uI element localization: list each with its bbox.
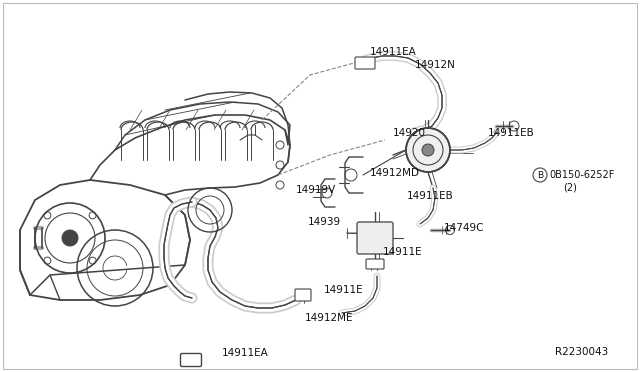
Text: 14911E: 14911E <box>324 285 364 295</box>
Text: 14911E: 14911E <box>383 247 422 257</box>
Text: 14939: 14939 <box>308 217 341 227</box>
Text: 14920: 14920 <box>393 128 426 138</box>
Text: R2230043: R2230043 <box>555 347 608 357</box>
Text: (2): (2) <box>563 183 577 193</box>
Text: 14911EB: 14911EB <box>407 191 454 201</box>
FancyBboxPatch shape <box>355 57 375 69</box>
Text: 14912ME: 14912ME <box>305 313 353 323</box>
Text: 14919V: 14919V <box>296 185 336 195</box>
Text: 0B150-6252F: 0B150-6252F <box>549 170 614 180</box>
Text: 14912MD: 14912MD <box>370 168 420 178</box>
Text: 14911EA: 14911EA <box>370 47 417 57</box>
Text: 14912N: 14912N <box>415 60 456 70</box>
Circle shape <box>422 144 434 156</box>
Text: 14911EA: 14911EA <box>222 348 269 358</box>
FancyBboxPatch shape <box>295 289 311 301</box>
FancyBboxPatch shape <box>357 222 393 254</box>
Text: 14749C: 14749C <box>444 223 484 233</box>
Circle shape <box>406 128 450 172</box>
FancyBboxPatch shape <box>180 353 202 366</box>
FancyBboxPatch shape <box>366 259 384 269</box>
Circle shape <box>62 230 78 246</box>
Text: 14911EB: 14911EB <box>488 128 535 138</box>
Text: B: B <box>537 170 543 180</box>
